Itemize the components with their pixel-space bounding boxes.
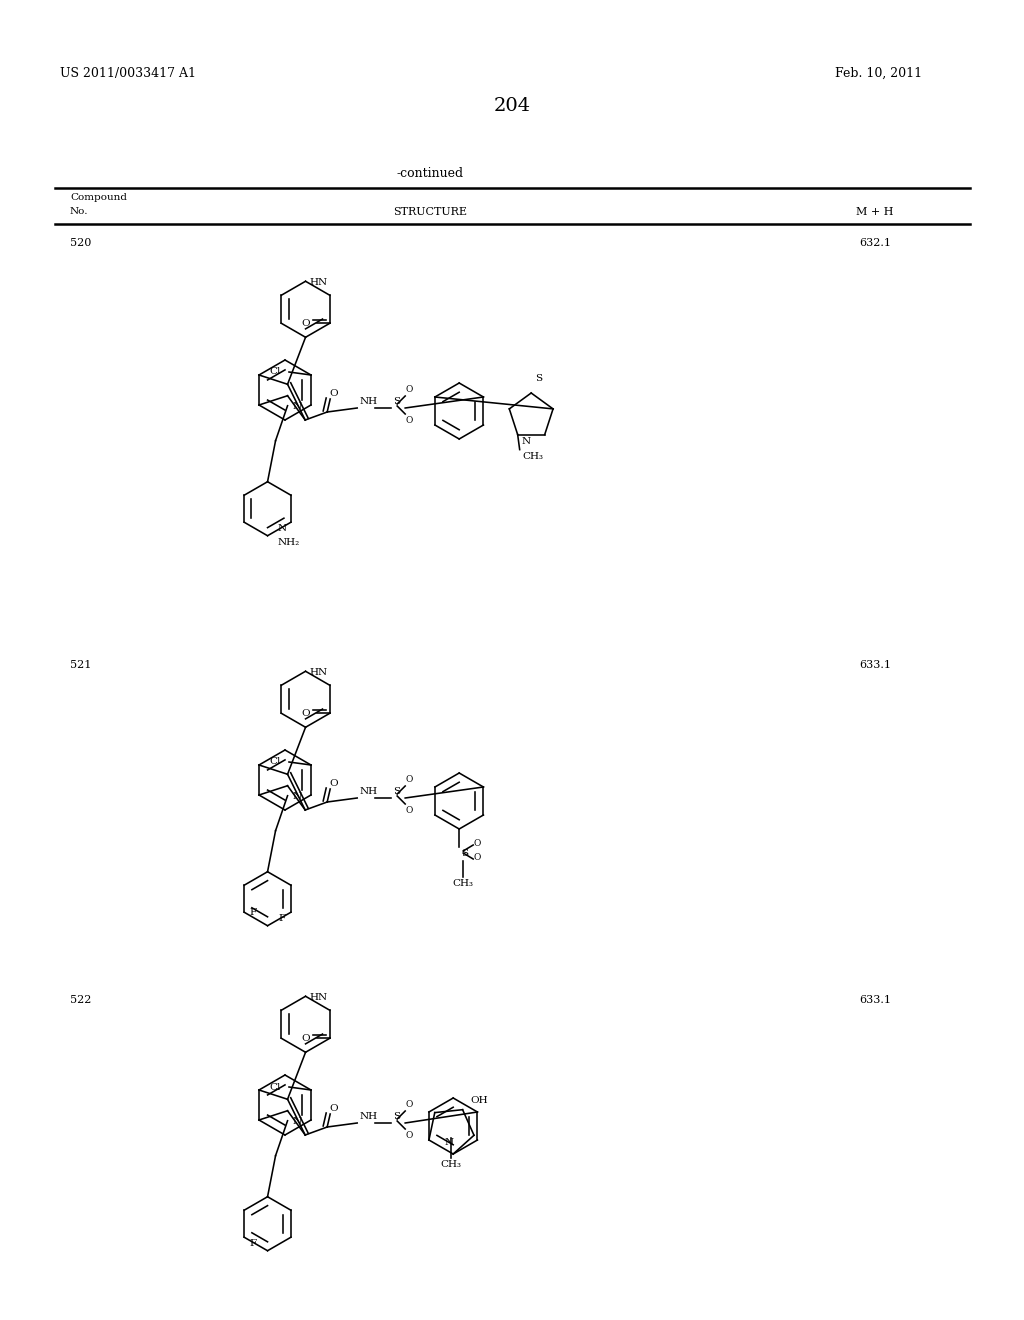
- Text: -continued: -continued: [396, 168, 464, 180]
- Text: Feb. 10, 2011: Feb. 10, 2011: [835, 67, 923, 81]
- Text: Cl: Cl: [269, 1082, 281, 1092]
- Text: O: O: [329, 389, 338, 399]
- Text: CH₃: CH₃: [522, 451, 544, 461]
- Text: STRUCTURE: STRUCTURE: [393, 207, 467, 216]
- Text: S: S: [393, 397, 400, 407]
- Text: NH: NH: [359, 397, 377, 407]
- Text: M + H: M + H: [856, 207, 894, 216]
- Text: N: N: [293, 1117, 302, 1126]
- Text: O: O: [406, 775, 413, 784]
- Text: 632.1: 632.1: [859, 238, 891, 248]
- Text: CH₃: CH₃: [440, 1160, 461, 1170]
- Text: S: S: [393, 1111, 400, 1121]
- Text: N: N: [278, 524, 287, 533]
- Text: N: N: [444, 1138, 454, 1147]
- Text: N: N: [521, 437, 530, 446]
- Text: N: N: [293, 792, 302, 801]
- Text: Cl: Cl: [269, 367, 281, 376]
- Text: 204: 204: [494, 96, 530, 115]
- Text: 520: 520: [70, 238, 91, 248]
- Text: S: S: [393, 787, 400, 796]
- Text: HN: HN: [309, 668, 328, 677]
- Text: US 2011/0033417 A1: US 2011/0033417 A1: [60, 67, 196, 81]
- Text: O: O: [406, 1131, 413, 1140]
- Text: O: O: [301, 1034, 310, 1043]
- Text: Compound: Compound: [70, 193, 127, 202]
- Text: Cl: Cl: [269, 758, 281, 767]
- Text: No.: No.: [70, 207, 88, 216]
- Text: HN: HN: [309, 279, 328, 288]
- Text: HN: HN: [309, 993, 328, 1002]
- Text: 633.1: 633.1: [859, 660, 891, 671]
- Text: F: F: [249, 908, 256, 916]
- Text: 522: 522: [70, 995, 91, 1005]
- Text: O: O: [301, 709, 310, 718]
- Text: O: O: [301, 318, 310, 327]
- Text: S: S: [536, 374, 543, 383]
- Text: O: O: [406, 385, 413, 393]
- Text: F: F: [249, 1239, 256, 1249]
- Text: 633.1: 633.1: [859, 995, 891, 1005]
- Text: NH: NH: [359, 787, 377, 796]
- Text: NH₂: NH₂: [278, 539, 300, 548]
- Text: O: O: [473, 838, 480, 847]
- Text: O: O: [473, 853, 480, 862]
- Text: O: O: [329, 779, 338, 788]
- Text: NH: NH: [359, 1111, 377, 1121]
- Text: O: O: [406, 1100, 413, 1109]
- Text: O: O: [406, 416, 413, 425]
- Text: F: F: [279, 915, 286, 923]
- Text: O: O: [329, 1104, 338, 1113]
- Text: S: S: [461, 849, 468, 858]
- Text: O: O: [406, 807, 413, 814]
- Text: CH₃: CH₃: [453, 879, 474, 888]
- Text: OH: OH: [471, 1096, 488, 1105]
- Text: 521: 521: [70, 660, 91, 671]
- Text: N: N: [293, 401, 302, 411]
